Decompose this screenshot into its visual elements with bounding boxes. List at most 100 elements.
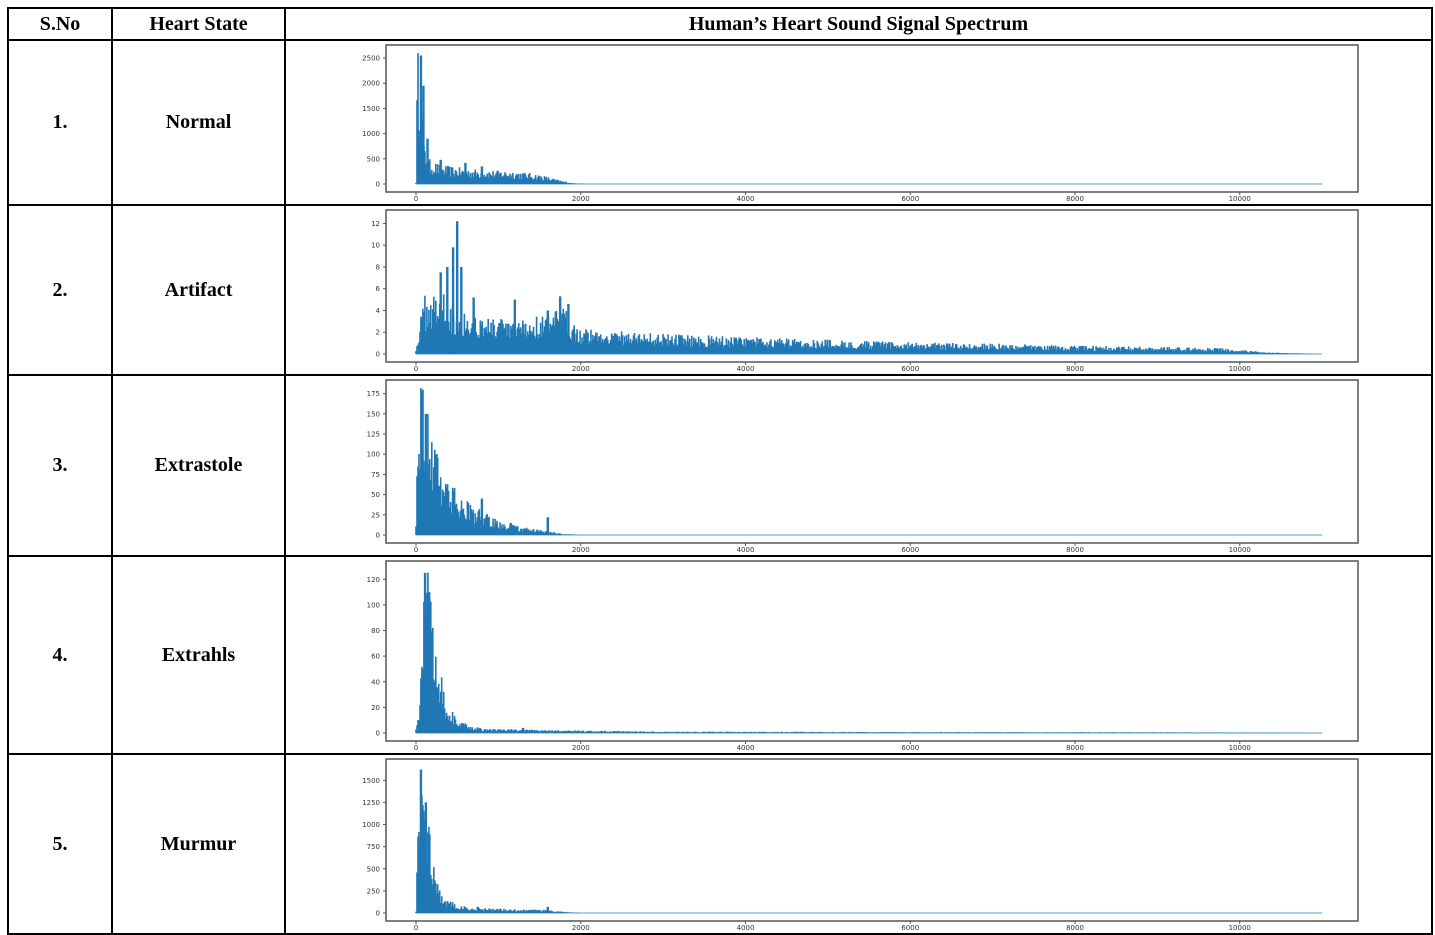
x-tick-label: 4000 [737,365,755,373]
y-tick-label: 0 [376,532,380,540]
y-tick-label: 125 [367,431,380,439]
y-tick-label: 100 [367,451,380,459]
y-tick-label: 10 [371,242,380,250]
heart-state-label: Normal [111,39,286,206]
x-tick-label: 10000 [1229,744,1251,752]
spectrum-chart-artifact: 0 2 4 6 8 10 12 0 2000 4000 6000 8000 10000 [371,209,1359,373]
y-tick-label: 1250 [362,799,380,807]
spectrum-chart-murmur: 0 250 500 750 1000 1250 1500 0 2000 4000 6000 8000 1… [362,758,1359,932]
y-tick-label: 1000 [362,130,380,138]
x-tick-label: 10000 [1229,365,1251,373]
x-tick-label: 4000 [737,195,755,203]
x-tick-label: 8000 [1066,365,1084,373]
y-tick-label: 12 [371,220,380,228]
x-tick-label: 0 [414,546,418,554]
y-tick-label: 0 [376,910,380,918]
spectrum-cell: 0 500 1000 1500 2000 2500 0 2000 4000 6000 8000 100… [284,39,1433,206]
x-tick-label: 2000 [572,546,590,554]
x-tick-label: 10000 [1229,924,1251,932]
y-tick-label: 2000 [362,80,380,88]
x-tick-label: 10000 [1229,546,1251,554]
y-tick-label: 75 [371,471,380,479]
spectrum-cell: 0 250 500 750 1000 1250 1500 0 2000 4000 6000 8000 1… [284,753,1433,935]
row-number: 2. [7,204,113,376]
x-tick-label: 8000 [1066,924,1084,932]
x-tick-label: 6000 [901,365,919,373]
y-tick-label: 0 [376,181,380,189]
spectrum-chart-extrahls: 0 20 40 60 80 100 120 0 2000 4000 6000 8000 10000 [367,560,1359,752]
x-tick-label: 8000 [1066,546,1084,554]
y-tick-label: 60 [371,653,380,661]
y-tick-label: 25 [371,511,380,519]
y-tick-label: 6 [376,285,381,293]
header-heart-state: Heart State [111,7,286,41]
y-tick-label: 1500 [362,105,380,113]
table-row: 4. Extrahls 0 20 40 60 80 100 120 0 2000 4000 6000… [7,555,1433,755]
spectrum-series [415,388,579,535]
x-tick-label: 4000 [737,744,755,752]
row-number: 5. [7,753,113,935]
table-row: 3. Extrastole 0 25 50 75 100 125 150 175 0 2000 40… [7,374,1433,557]
x-tick-label: 2000 [572,744,590,752]
x-tick-label: 6000 [901,924,919,932]
x-tick-label: 0 [414,924,418,932]
table-row: 2. Artifact 0 2 4 6 8 10 12 0 2000 4000 6000 8000 10… [7,204,1433,376]
y-tick-label: 0 [376,351,380,359]
y-tick-label: 8 [376,263,380,271]
x-tick-label: 6000 [901,546,919,554]
spectrum-chart-extrastole: 0 25 50 75 100 125 150 175 0 2000 4000 6000 8000 1000… [367,379,1359,554]
spectrum-series [415,775,580,913]
row-number: 3. [7,374,113,557]
y-tick-label: 175 [367,390,380,398]
y-tick-label: 2 [376,329,380,337]
x-tick-label: 4000 [737,924,755,932]
y-tick-label: 40 [371,678,380,686]
table-row: 5. Murmur 0 250 500 750 1000 1250 1500 0 2000 400… [7,753,1433,935]
plot-frame [385,44,1359,193]
header-row: S.No Heart State Human’s Heart Sound Sig… [7,7,1433,41]
plot-frame [385,560,1359,742]
y-tick-label: 80 [371,627,380,635]
plot-frame [385,379,1359,544]
x-tick-label: 2000 [572,924,590,932]
y-tick-label: 250 [367,887,380,895]
y-tick-label: 50 [371,491,380,499]
x-tick-label: 2000 [572,195,590,203]
x-tick-label: 10000 [1229,195,1251,203]
y-tick-label: 500 [367,155,380,163]
heart-state-label: Artifact [111,204,286,376]
y-tick-label: 1000 [362,821,380,829]
y-tick-label: 500 [367,865,380,873]
x-tick-label: 6000 [901,195,919,203]
row-number: 4. [7,555,113,755]
spectrum-table: S.No Heart State Human’s Heart Sound Sig… [7,7,1433,935]
x-tick-label: 0 [414,195,418,203]
x-tick-label: 0 [414,365,418,373]
header-sno: S.No [7,7,113,41]
x-tick-label: 4000 [737,546,755,554]
heart-state-label: Murmur [111,753,286,935]
y-tick-label: 150 [367,410,380,418]
header-spectrum: Human’s Heart Sound Signal Spectrum [284,7,1433,41]
spectrum-cell: 0 25 50 75 100 125 150 175 0 2000 4000 6000 8000 1000… [284,374,1433,557]
y-tick-label: 1500 [362,777,380,785]
y-tick-label: 120 [367,576,380,584]
spectrum-cell: 0 20 40 60 80 100 120 0 2000 4000 6000 8000 10000 [284,555,1433,755]
x-tick-label: 8000 [1066,195,1084,203]
y-tick-label: 2500 [362,55,380,63]
plot-frame [385,758,1359,922]
heart-state-label: Extrahls [111,555,286,755]
spectrum-chart-normal: 0 500 1000 1500 2000 2500 0 2000 4000 6000 8000 100… [362,44,1359,203]
row-number: 1. [7,39,113,206]
x-tick-label: 0 [414,744,418,752]
y-tick-label: 750 [367,843,380,851]
spectrum-cell: 0 2 4 6 8 10 12 0 2000 4000 6000 8000 10000 [284,204,1433,376]
x-tick-label: 2000 [572,365,590,373]
y-tick-label: 20 [371,704,380,712]
x-tick-label: 8000 [1066,744,1084,752]
spectrum-series [415,53,584,184]
y-tick-label: 4 [376,307,381,315]
spectrum-series [415,572,1308,733]
y-tick-label: 0 [376,730,380,738]
heart-state-label: Extrastole [111,374,286,557]
